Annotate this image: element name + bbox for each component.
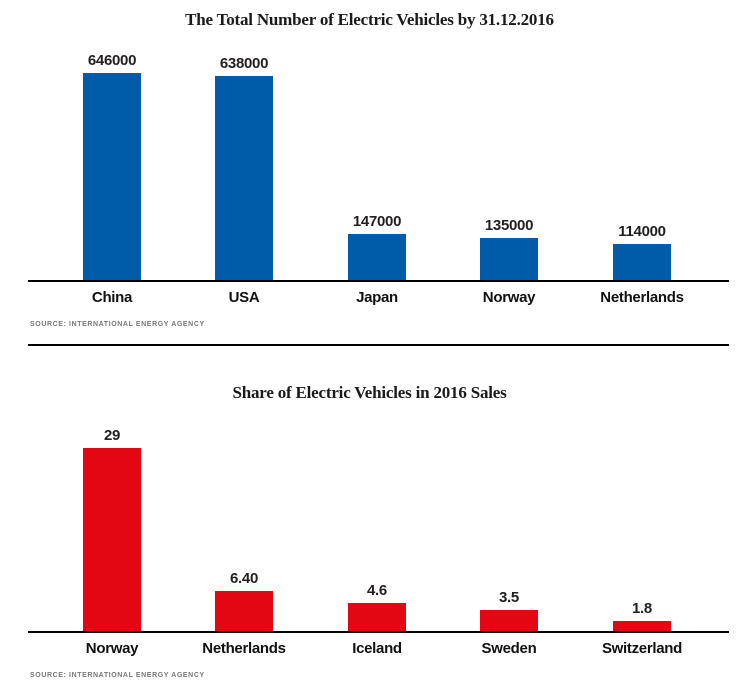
plot-area: 646000 638000 147000 135000 114000 bbox=[0, 40, 739, 281]
bar-iceland bbox=[348, 603, 406, 632]
bar-norway bbox=[480, 238, 538, 281]
bar-sweden bbox=[480, 610, 538, 632]
plot-area: 29 6.40 4.6 3.5 1.8 bbox=[0, 420, 739, 632]
category-label: Norway bbox=[85, 640, 139, 657]
bar-usa bbox=[215, 76, 273, 281]
category-label: Norway bbox=[482, 289, 536, 306]
chart-title: The Total Number of Electric Vehicles by… bbox=[185, 10, 554, 29]
bar-japan bbox=[348, 234, 406, 281]
chart-title: Share of Electric Vehicles in 2016 Sales bbox=[232, 383, 507, 402]
value-label: 4.6 bbox=[367, 582, 387, 599]
category-label: Netherlands bbox=[600, 289, 684, 306]
value-label: 646000 bbox=[87, 52, 137, 69]
category-labels-row: Norway Netherlands Iceland Sweden Switzerlan… bbox=[0, 641, 739, 661]
bar-netherlands bbox=[215, 591, 273, 632]
section-divider bbox=[28, 344, 729, 346]
value-label: 114000 bbox=[618, 223, 666, 240]
category-label: Iceland bbox=[352, 640, 402, 657]
bar-switzerland bbox=[613, 621, 671, 632]
value-label: 638000 bbox=[219, 55, 269, 72]
x-axis-line bbox=[28, 631, 729, 633]
category-label: Sweden bbox=[481, 640, 537, 657]
category-labels-row: China USA Japan Norway Netherlands bbox=[0, 290, 739, 310]
bar-china bbox=[83, 73, 141, 281]
bar-netherlands bbox=[613, 244, 671, 281]
value-label: 3.5 bbox=[499, 589, 519, 606]
source-note: SOURCE: INTERNATIONAL ENERGY AGENCY bbox=[30, 672, 205, 679]
value-label: 135000 bbox=[484, 217, 534, 234]
category-label: Japan bbox=[356, 289, 398, 306]
category-label: Switzerland bbox=[601, 640, 683, 657]
category-label: China bbox=[91, 289, 133, 306]
x-axis-line bbox=[28, 280, 729, 282]
value-label: 1.8 bbox=[632, 600, 652, 617]
category-label: USA bbox=[228, 289, 260, 306]
value-label: 6.40 bbox=[230, 570, 258, 587]
category-label: Netherlands bbox=[202, 640, 286, 657]
value-label: 147000 bbox=[352, 213, 402, 230]
source-note: SOURCE: INTERNATIONAL ENERGY AGENCY bbox=[30, 321, 205, 328]
value-label: 29 bbox=[103, 427, 121, 444]
bar-norway bbox=[83, 448, 141, 632]
